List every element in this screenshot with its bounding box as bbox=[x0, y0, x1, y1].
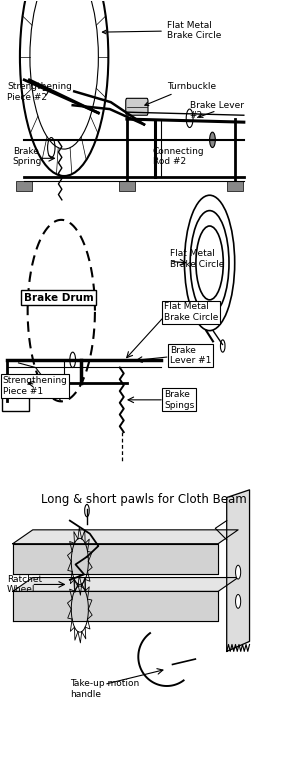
FancyBboxPatch shape bbox=[126, 98, 148, 115]
Polygon shape bbox=[13, 577, 238, 591]
Polygon shape bbox=[13, 591, 218, 621]
FancyBboxPatch shape bbox=[227, 181, 243, 191]
Polygon shape bbox=[227, 490, 249, 652]
Text: Brake Lever
#2: Brake Lever #2 bbox=[190, 101, 244, 120]
FancyBboxPatch shape bbox=[119, 181, 134, 191]
Circle shape bbox=[48, 137, 55, 157]
Text: Ratchet
Wheel: Ratchet Wheel bbox=[7, 575, 42, 594]
Polygon shape bbox=[13, 530, 238, 543]
Text: Take-up motion
handle: Take-up motion handle bbox=[70, 679, 139, 699]
Text: Strengthening
Piece #2: Strengthening Piece #2 bbox=[7, 83, 72, 102]
Text: Brake
Spings: Brake Spings bbox=[164, 390, 194, 409]
Text: Connecting
Rod #2: Connecting Rod #2 bbox=[153, 147, 204, 167]
Circle shape bbox=[210, 132, 215, 147]
Polygon shape bbox=[13, 543, 218, 574]
Text: Long & short pawls for Cloth Beam: Long & short pawls for Cloth Beam bbox=[41, 493, 247, 506]
Text: Flat Metal
Brake Circle: Flat Metal Brake Circle bbox=[170, 249, 224, 269]
Text: Flat Metal
Brake Circle: Flat Metal Brake Circle bbox=[164, 303, 218, 322]
FancyBboxPatch shape bbox=[16, 181, 32, 191]
Text: Flat Metal
Brake Circle: Flat Metal Brake Circle bbox=[102, 21, 221, 40]
Text: Brake
Lever #1: Brake Lever #1 bbox=[170, 346, 211, 365]
Circle shape bbox=[236, 594, 241, 608]
Text: Brake Drum: Brake Drum bbox=[24, 293, 93, 303]
Text: Brake
Spring: Brake Spring bbox=[13, 147, 42, 167]
Text: Strengthening
Piece #1: Strengthening Piece #1 bbox=[3, 376, 68, 396]
Text: Turnbuckle: Turnbuckle bbox=[145, 82, 216, 106]
Circle shape bbox=[70, 352, 75, 367]
Circle shape bbox=[236, 565, 241, 579]
Circle shape bbox=[186, 109, 193, 127]
